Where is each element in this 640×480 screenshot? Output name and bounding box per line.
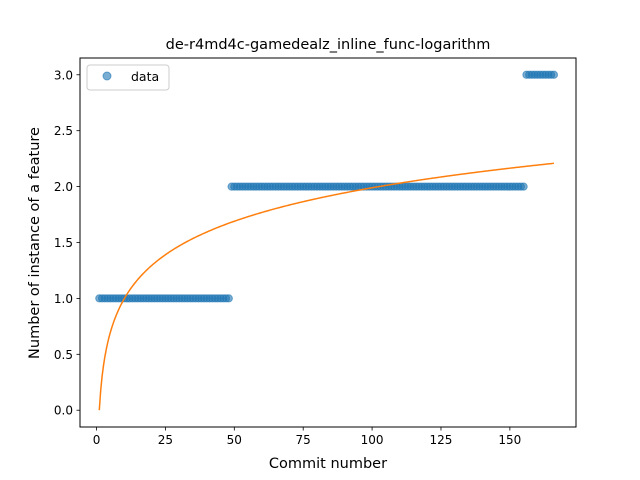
data-point: [549, 70, 559, 79]
x-tick-label: 50: [227, 433, 242, 447]
y-axis-label: Number of instance of a feature: [27, 127, 43, 359]
legend-box: [86, 64, 170, 91]
x-tick-label: 0: [93, 433, 101, 447]
y-axis: 0.0 0.5 1.0 1.5 2.0 2.5 3.0: [54, 68, 80, 418]
x-axis-label: Commit number: [269, 456, 387, 472]
y-tick-label: 1.5: [54, 236, 73, 250]
chart-title: de-r4md4c-gamedealz_inline_func-logarith…: [166, 37, 491, 53]
y-tick-label: 2.0: [54, 180, 73, 194]
x-tick-label: 125: [430, 433, 453, 447]
x-tick-label: 75: [296, 433, 311, 447]
plot-area: [95, 70, 559, 411]
y-tick-label: 0.0: [54, 404, 73, 418]
x-axis: 0 25 50 75 100 125 150: [93, 427, 521, 447]
y-tick-label: 0.5: [54, 348, 73, 362]
data-point: [519, 182, 528, 191]
x-tick-label: 100: [361, 433, 384, 447]
x-tick-label: 25: [158, 433, 173, 447]
y-tick-label: 2.5: [54, 124, 73, 138]
y-tick-label: 1.0: [54, 292, 73, 306]
legend-label-data: data: [131, 69, 159, 84]
fit-line: [98, 162, 555, 411]
y-tick-label: 3.0: [54, 68, 73, 82]
legend-marker-data: [102, 71, 112, 81]
legend: data: [86, 64, 170, 91]
data-point: [224, 294, 233, 303]
x-tick-label: 150: [498, 433, 521, 447]
